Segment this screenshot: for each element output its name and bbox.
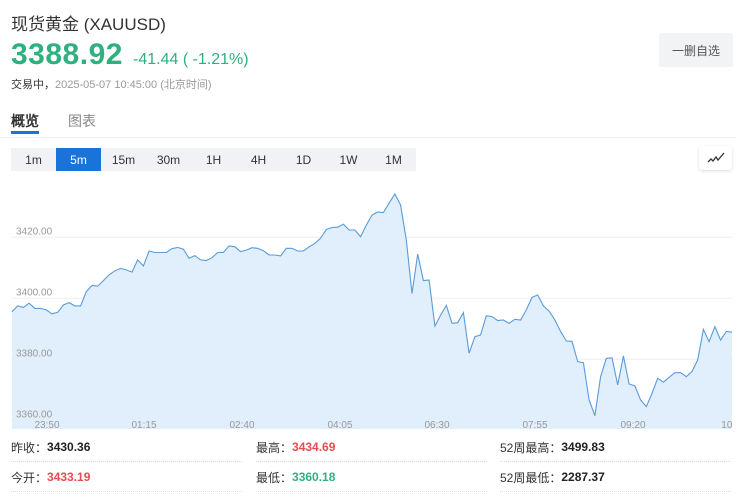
period-4h[interactable]: 4H [250, 152, 267, 167]
stat-label: 最低： [256, 470, 293, 485]
period-1mo[interactable]: 1M [385, 152, 402, 167]
price-area [12, 194, 732, 429]
y-tick-label: 3360.00 [16, 409, 53, 420]
x-tick-label: 09:20 [620, 420, 645, 429]
stat-low: 最低： 3360.18 [256, 463, 487, 492]
tab-chart[interactable]: 图表 [68, 113, 96, 129]
trading-status: 交易中，2025-05-07 10:45:00 (北京时间) [11, 76, 212, 92]
timezone: (北京时间) [160, 79, 212, 91]
stat-high: 最高： 3434.69 [256, 433, 487, 462]
status-label: 交易中， [11, 79, 55, 91]
x-tick-label: 23:50 [34, 420, 59, 429]
period-15m[interactable]: 15m [111, 152, 136, 167]
stat-value: 3430.36 [47, 440, 91, 454]
period-5m[interactable]: 5m [56, 148, 101, 171]
period-1w[interactable]: 1W [339, 152, 358, 167]
stat-value: 3360.18 [292, 470, 336, 484]
stat-value: 2287.37 [561, 470, 605, 484]
stat-52w-low: 52周最低： 2287.37 [500, 463, 731, 492]
line-chart-icon [707, 152, 724, 163]
timestamp: 2025-05-07 10:45:00 [55, 79, 158, 91]
stat-label: 52周最低： [500, 470, 562, 485]
x-tick-label: 06:30 [424, 420, 449, 429]
divider [0, 137, 736, 138]
stat-value: 3499.83 [561, 440, 605, 454]
price-change: -41.44 ( -1.21%) [133, 51, 249, 68]
x-tick-label: 10:4 [721, 420, 733, 429]
x-tick-label: 01:15 [131, 420, 156, 429]
y-tick-label: 3400.00 [16, 287, 53, 298]
period-selector: 1m 5m 15m 30m 1H 4H 1D 1W 1M [11, 148, 416, 171]
stat-prev-close: 昨收： 3430.36 [11, 433, 242, 462]
remove-watchlist-button[interactable]: 一删自选 [659, 33, 733, 67]
stat-value: 3433.19 [47, 470, 91, 484]
stat-open: 今开： 3433.19 [11, 463, 242, 492]
stat-label: 52周最高： [500, 440, 562, 455]
instrument-title: 现货黄金 (XAUUSD) [11, 15, 166, 34]
period-1h[interactable]: 1H [205, 152, 222, 167]
x-tick-label: 02:40 [229, 420, 254, 429]
stat-label: 今开： [11, 470, 48, 485]
stat-value: 3434.69 [292, 440, 336, 454]
y-tick-label: 3420.00 [16, 226, 53, 237]
y-tick-label: 3380.00 [16, 348, 53, 359]
stat-label: 昨收： [11, 440, 48, 455]
stat-label: 最高： [256, 440, 293, 455]
stat-52w-high: 52周最高： 3499.83 [500, 433, 731, 462]
period-1d[interactable]: 1D [295, 152, 312, 167]
chart-type-button[interactable] [699, 146, 732, 170]
x-tick-label: 07:55 [522, 420, 547, 429]
tab-overview[interactable]: 概览 [11, 113, 39, 134]
period-30m[interactable]: 30m [156, 152, 181, 167]
current-price: 3388.92 [11, 38, 123, 71]
price-line [11, 192, 733, 416]
period-1m[interactable]: 1m [25, 152, 42, 167]
x-tick-label: 04:05 [327, 420, 352, 429]
